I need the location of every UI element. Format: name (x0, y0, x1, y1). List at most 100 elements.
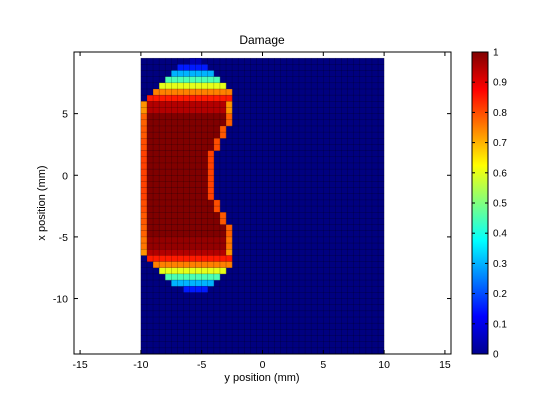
heatmap-cell (183, 261, 190, 268)
heatmap-cell (183, 199, 190, 207)
heatmap-cell (189, 125, 196, 133)
heatmap-cell (153, 156, 160, 164)
heatmap-cell (189, 224, 196, 231)
heatmap-cell (213, 144, 221, 151)
heatmap-cell (159, 107, 166, 114)
x-tick-label: 15 (439, 359, 451, 371)
heatmap-cell (189, 88, 196, 96)
heatmap-cell (201, 132, 208, 139)
heatmap-cell (171, 224, 178, 231)
x-tick-label: 10 (378, 359, 390, 371)
heatmap-cell (183, 150, 190, 157)
heatmap-cell (140, 113, 148, 120)
heatmap-cell (195, 199, 202, 207)
heatmap-cell (189, 267, 196, 275)
heatmap-cell (165, 236, 172, 244)
heatmap-cell (171, 230, 178, 238)
heatmap-cell (201, 82, 208, 90)
heatmap-cell (183, 162, 190, 170)
heatmap-cell (153, 199, 160, 207)
heatmap-cell (146, 206, 154, 213)
heatmap-cell (171, 169, 178, 176)
heatmap-cell (165, 95, 172, 102)
heatmap-cell (165, 119, 172, 127)
heatmap-cell (183, 156, 190, 164)
heatmap-cell (177, 267, 184, 275)
heatmap-cell (207, 162, 215, 170)
heatmap-cell (153, 193, 160, 201)
heatmap-cell (177, 169, 184, 176)
heatmap-cell (171, 138, 178, 145)
heatmap-cell (189, 64, 196, 71)
heatmap-cell (195, 230, 202, 238)
heatmap-cell (165, 82, 172, 90)
heatmap-cell (207, 144, 215, 151)
heatmap-cell (183, 107, 190, 114)
heatmap-cell (159, 261, 166, 268)
heatmap-cell (189, 107, 196, 114)
heatmap-cell (165, 230, 172, 238)
heatmap-cell (146, 156, 154, 164)
heatmap-cell (159, 236, 166, 244)
heatmap-cell (146, 230, 154, 238)
heatmap-cell (159, 255, 166, 262)
heatmap-cell (189, 199, 196, 207)
heatmap-cell (146, 243, 154, 250)
heatmap-cell (165, 255, 172, 262)
heatmap-cell (153, 181, 160, 188)
heatmap-cell (159, 125, 166, 133)
heatmap-cell (171, 249, 178, 256)
heatmap-cell (189, 261, 196, 268)
heatmap-cell (207, 101, 215, 108)
heatmap-cell (189, 138, 196, 145)
heatmap-cell (195, 125, 202, 133)
heatmap-cell (195, 113, 202, 120)
heatmap-cell (201, 181, 208, 188)
heatmap-cell (189, 82, 196, 90)
heatmap-cell (201, 113, 208, 120)
heatmap-cell (226, 230, 233, 238)
heatmap-cell (146, 101, 154, 108)
heatmap-cell (201, 218, 208, 225)
heatmap-cell (189, 273, 196, 281)
heatmap-cell (207, 88, 215, 96)
heatmap-cell (195, 243, 202, 250)
heatmap-cell (189, 218, 196, 225)
heatmap-cell (177, 243, 184, 250)
y-tick-label: 0 (62, 170, 68, 182)
heatmap-cell (189, 193, 196, 201)
heatmap-cell (159, 144, 166, 151)
y-axis-label: x position (mm) (36, 165, 48, 240)
heatmap-cell (226, 261, 233, 268)
heatmap-cell (177, 261, 184, 268)
heatmap-cell (219, 261, 227, 268)
heatmap-cell (165, 199, 172, 207)
heatmap-cell (177, 156, 184, 164)
heatmap-cell (207, 261, 215, 268)
heatmap-cell (177, 212, 184, 219)
heatmap-cell (195, 95, 202, 102)
heatmap-cell (201, 206, 208, 213)
heatmap-cell (189, 187, 196, 194)
heatmap-cell (140, 125, 148, 133)
heatmap-cell (159, 119, 166, 127)
heatmap-cell (189, 255, 196, 262)
heatmap-cell (195, 58, 202, 65)
heatmap-cell (177, 181, 184, 188)
heatmap-cell (213, 249, 221, 256)
heatmap-cell (201, 70, 208, 77)
heatmap-cell (201, 249, 208, 256)
heatmap-cell (213, 261, 221, 268)
heatmap-cell (140, 199, 148, 207)
heatmap-cell (171, 95, 178, 102)
heatmap-cell (171, 199, 178, 207)
heatmap-cell (201, 144, 208, 151)
heatmap-cell (189, 162, 196, 170)
heatmap-cell (165, 76, 172, 84)
heatmap-cell (140, 243, 148, 250)
heatmap-cell (159, 224, 166, 231)
heatmap-cell (165, 125, 172, 133)
heatmap-cell (195, 169, 202, 176)
heatmap-cell (177, 150, 184, 157)
heatmap-cell (165, 107, 172, 114)
